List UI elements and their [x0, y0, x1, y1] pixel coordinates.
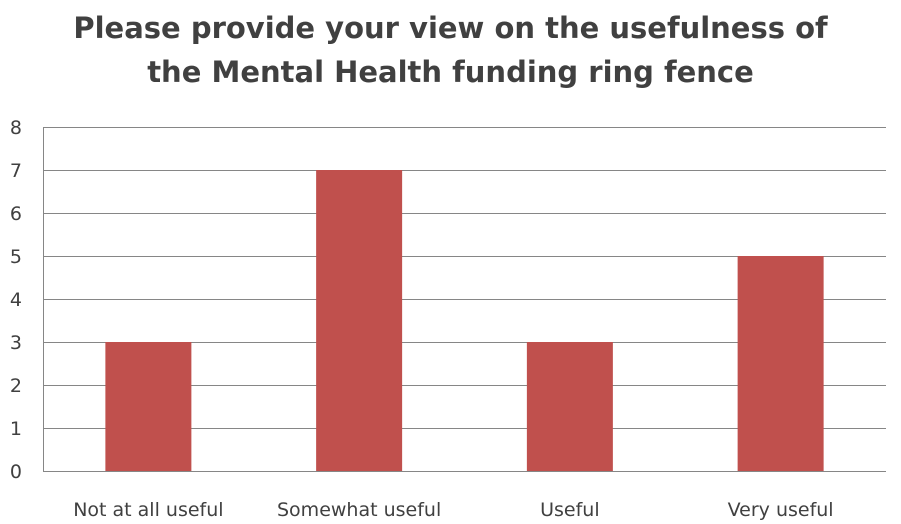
y-tick-label: 2 — [10, 375, 22, 397]
y-axis-ticks: 0 1 2 3 4 5 6 7 8 — [10, 117, 22, 483]
bar-useful — [526, 342, 613, 471]
x-category-label: Somewhat useful — [277, 499, 441, 521]
chart-title: Please provide your view on the usefulne… — [0, 6, 901, 94]
y-tick-label: 1 — [10, 418, 22, 440]
x-category-label: Not at all useful — [73, 499, 223, 521]
y-tick-label: 0 — [10, 461, 22, 483]
chart-title-line-1: Please provide your view on the usefulne… — [73, 11, 828, 45]
y-tick-label: 6 — [10, 203, 22, 225]
y-tick-label: 5 — [10, 246, 22, 268]
x-axis-labels: Not at all useful Somewhat useful Useful Ve… — [73, 499, 833, 521]
bars — [105, 170, 824, 471]
y-tick-label: 8 — [10, 117, 22, 139]
bar-somewhat-useful — [316, 170, 403, 471]
y-tick-label: 3 — [10, 332, 22, 354]
bar-not-at-all-useful — [105, 342, 192, 471]
bar-very-useful — [737, 256, 824, 471]
x-category-label: Very useful — [728, 499, 834, 521]
y-tick-label: 4 — [10, 289, 22, 311]
chart-title-line-2: the Mental Health funding ring fence — [147, 55, 754, 89]
y-tick-label: 7 — [10, 160, 22, 182]
x-category-label: Useful — [540, 499, 600, 521]
